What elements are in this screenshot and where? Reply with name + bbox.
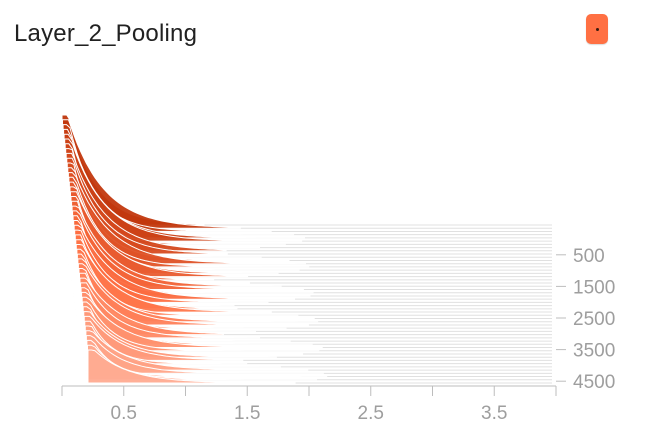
series-ridge (80, 282, 261, 339)
x-axis: 0.5 1.5 2.5 3.5 (61, 385, 557, 424)
series-ridge (62, 119, 241, 229)
card-title: Layer_2_Pooling (14, 20, 198, 47)
series-ridge (87, 349, 296, 384)
color-picker-button[interactable] (586, 14, 608, 44)
x-tick-label: 0.5 (111, 403, 137, 424)
series-ridge (70, 191, 249, 278)
series-layer (61, 114, 552, 384)
y-tick-label: 4500 (573, 372, 615, 393)
series-ridge (83, 311, 277, 358)
y-axis: 500 1500 2500 3500 4500 (556, 246, 615, 393)
series-ridge (75, 244, 272, 313)
y-tick-label: 1500 (573, 277, 615, 298)
y-tick-label: 500 (573, 246, 605, 267)
x-tick-label: 2.5 (358, 403, 384, 424)
x-tick-label: 1.5 (234, 403, 260, 424)
y-tick-label: 3500 (573, 341, 615, 362)
series-ridge (83, 315, 244, 361)
y-tick-label: 2500 (573, 309, 615, 330)
x-tick-label: 3.5 (481, 403, 507, 424)
color-chip-dot-icon (596, 28, 599, 31)
